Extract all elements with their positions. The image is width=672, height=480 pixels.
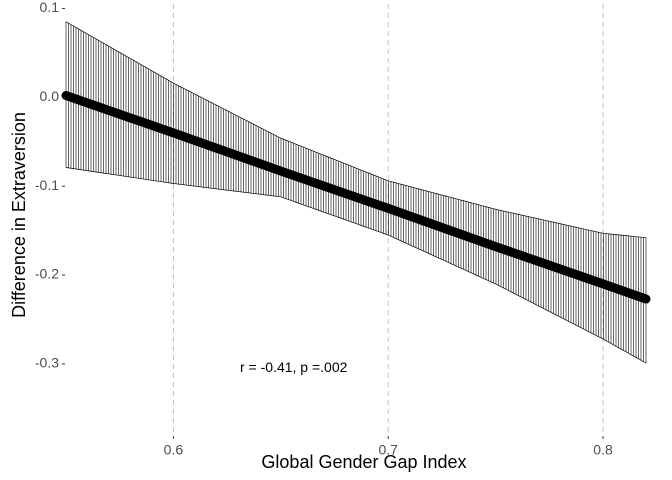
regression-line-layer <box>61 91 651 304</box>
ci-upper-bound <box>65 21 647 239</box>
x-tick-label: 0.6 <box>164 441 184 457</box>
y-tick-label: -0.1 <box>35 177 59 193</box>
y-axis-title: Difference in Extraversion <box>9 112 29 318</box>
y-tick-label: -0.2 <box>35 266 59 282</box>
regression-line <box>61 91 651 304</box>
confidence-ribbon <box>65 21 647 364</box>
y-tick-label: -0.3 <box>35 355 59 371</box>
y-tick-label: 0.1 <box>40 0 60 15</box>
x-axis-title: Global Gender Gap Index <box>261 452 466 472</box>
y-tick-label: 0.0 <box>40 88 60 104</box>
axis-layer: 0.1 0.0 -0.1 -0.2 -0.3 0.6 0.7 0.8 <box>35 0 613 457</box>
correlation-annotation: r = -0.41, p =.002 <box>240 359 348 375</box>
x-tick-label: 0.8 <box>593 441 613 457</box>
ci-lower-bound <box>65 167 647 364</box>
x-tick-label: 0.7 <box>378 441 398 457</box>
